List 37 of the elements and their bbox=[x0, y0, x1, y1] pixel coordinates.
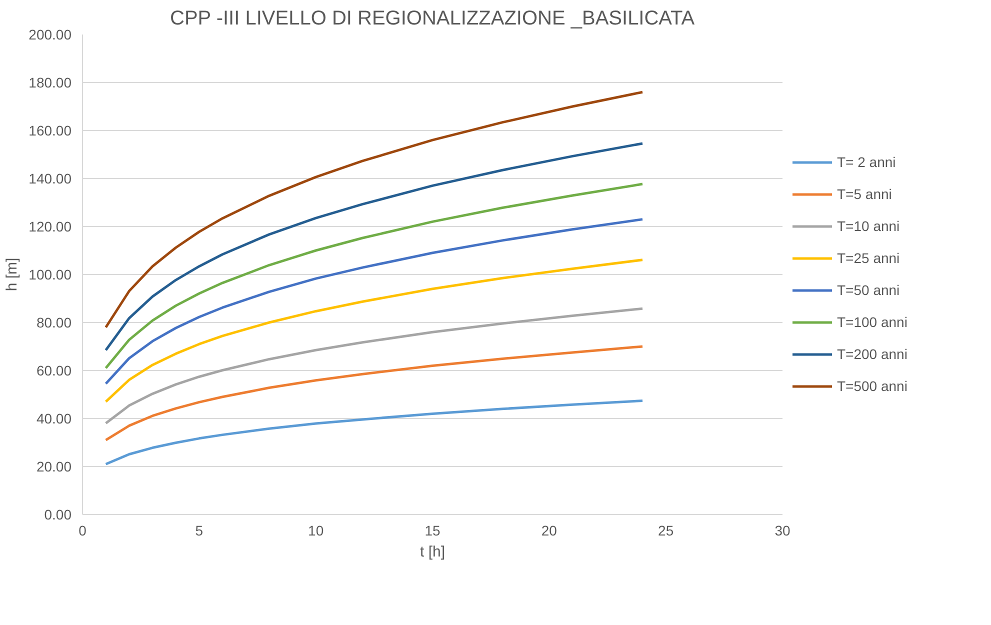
y-tick-label: 200.00 bbox=[28, 26, 72, 42]
line-series bbox=[104, 90, 644, 329]
line-series bbox=[104, 345, 644, 442]
legend-label: T=200 anni bbox=[837, 346, 908, 362]
legend-label: T= 2 anni bbox=[837, 154, 896, 170]
line-series bbox=[104, 307, 644, 425]
line-series bbox=[104, 399, 644, 466]
y-tick-label: 20.00 bbox=[36, 458, 72, 474]
y-tick-label: 40.00 bbox=[36, 410, 72, 426]
x-axis-title: t [h] bbox=[420, 544, 446, 560]
legend-label: T=50 anni bbox=[837, 282, 900, 298]
line-series bbox=[104, 258, 644, 403]
legend-label: T=5 anni bbox=[837, 186, 892, 202]
y-tick-label: 80.00 bbox=[36, 314, 72, 330]
x-tick-label: 10 bbox=[308, 522, 324, 538]
y-axis-title: h [m] bbox=[4, 258, 21, 292]
legend-label: T=10 anni bbox=[837, 218, 900, 234]
y-tick-label: 180.00 bbox=[28, 74, 72, 90]
line-series bbox=[104, 182, 644, 370]
y-tick-label: 100.00 bbox=[28, 266, 72, 282]
legend-label: T=500 anni bbox=[837, 378, 908, 394]
line-series bbox=[104, 218, 644, 385]
x-tick-label: 5 bbox=[195, 522, 204, 538]
x-tick-label: 30 bbox=[774, 522, 790, 538]
legend-label: T=100 anni bbox=[837, 314, 908, 330]
y-tick-label: 140.00 bbox=[28, 170, 72, 186]
y-tick-label: 120.00 bbox=[28, 218, 72, 234]
x-tick-label: 0 bbox=[78, 522, 87, 538]
y-tick-label: 60.00 bbox=[36, 362, 72, 378]
chart-title: CPP -III LIVELLO DI REGIONALIZZAZIONE _BASILICATA bbox=[170, 8, 696, 30]
x-tick-label: 20 bbox=[541, 522, 558, 538]
y-tick-label: 0.00 bbox=[44, 506, 72, 522]
x-tick-label: 15 bbox=[424, 522, 440, 538]
y-tick-label: 160.00 bbox=[28, 122, 72, 138]
line-series bbox=[104, 142, 644, 352]
x-tick-label: 25 bbox=[658, 522, 674, 538]
legend-label: T=25 anni bbox=[837, 250, 900, 266]
